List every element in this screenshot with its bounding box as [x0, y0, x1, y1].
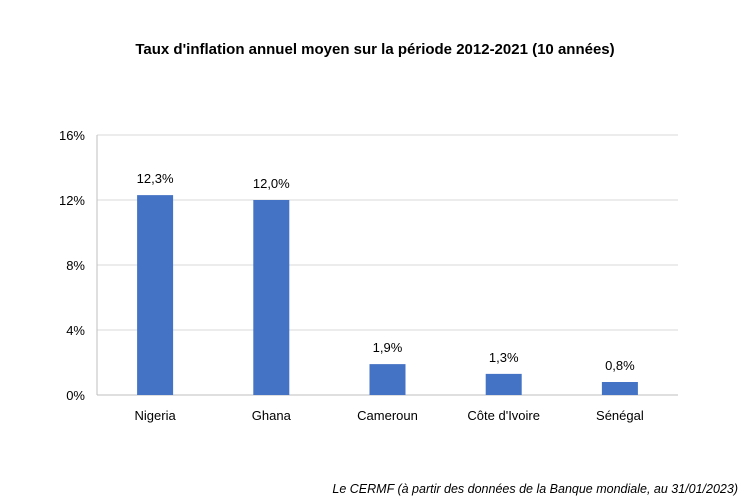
category-label: Sénégal [596, 408, 644, 423]
y-tick-label: 0% [66, 388, 85, 403]
category-label: Côte d'Ivoire [467, 408, 540, 423]
bar [485, 373, 522, 395]
bar [369, 364, 406, 395]
y-tick-label: 16% [59, 128, 85, 143]
y-tick-label: 4% [66, 323, 85, 338]
category-label: Ghana [252, 408, 292, 423]
chart-title: Taux d'inflation annuel moyen sur la pér… [135, 41, 615, 58]
y-tick-label: 12% [59, 193, 85, 208]
gridlines [96, 134, 678, 396]
data-label: 1,3% [489, 350, 519, 365]
labels: 0% 4% 8% 12% 16% 12,3% Nigeria 12,0% Ghana 1,9% Ca… [59, 128, 644, 423]
category-label: Nigeria [135, 408, 177, 423]
category-label: Cameroun [357, 408, 418, 423]
data-label: 0,8% [605, 358, 635, 373]
y-tick-label: 8% [66, 258, 85, 273]
data-label: 12,3% [137, 171, 174, 186]
bar [253, 200, 290, 395]
bars [137, 195, 638, 395]
data-label: 1,9% [373, 340, 403, 355]
bar-chart: 0% 4% 8% 12% 16% 12,3% Nigeria 12,0% Ghana 1,9% Ca… [59, 128, 678, 423]
data-label: 12,0% [253, 176, 290, 191]
bar [601, 382, 638, 395]
bar [137, 195, 174, 395]
source-note: Le CERMF (à partir des données de la Ban… [332, 482, 738, 496]
